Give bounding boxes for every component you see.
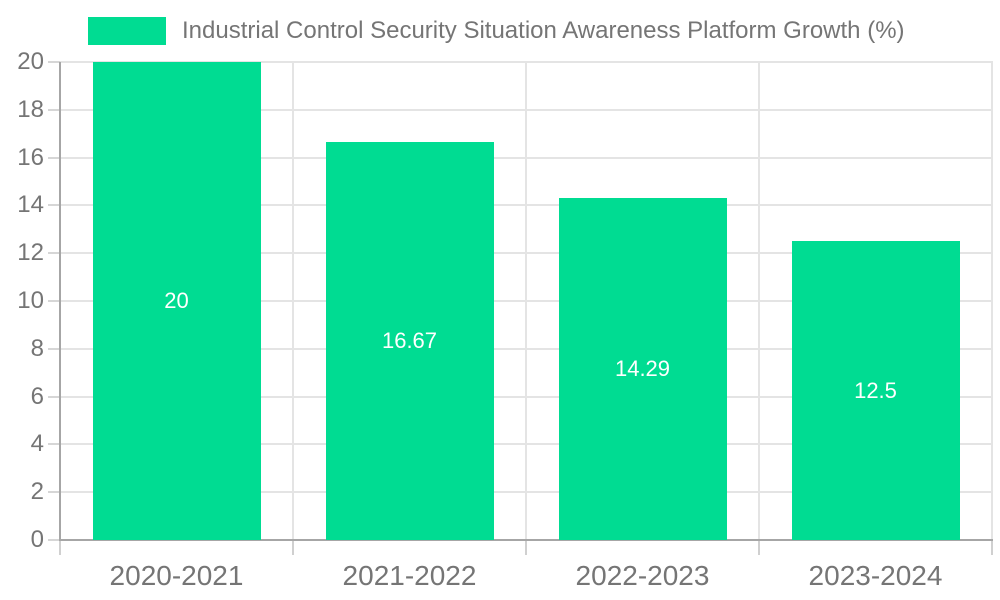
y-tick-label: 8: [30, 334, 44, 362]
y-tick-label: 12: [17, 239, 44, 267]
x-axis-tick: [991, 541, 993, 555]
y-tick-label: 2: [30, 478, 44, 506]
y-tick-label: 6: [30, 382, 44, 410]
bar-2023-2024[interactable]: [791, 241, 960, 540]
x-category-label: 2021-2022: [342, 560, 477, 591]
x-category-label: 2023-2024: [808, 560, 943, 591]
x-gridline: [525, 62, 527, 540]
legend-swatch-icon: [88, 17, 166, 45]
y-axis-tick: [48, 156, 60, 159]
y-axis-tick: [48, 108, 60, 111]
y-tick-label: 14: [17, 191, 44, 219]
legend-item[interactable]: Industrial Control Security Situation Aw…: [88, 14, 905, 48]
x-axis-line: [59, 539, 993, 541]
x-axis-tick: [292, 541, 294, 555]
x-gridline: [292, 62, 294, 540]
bar-2022-2023[interactable]: [558, 198, 727, 540]
y-tick-label: 18: [17, 95, 44, 123]
x-axis-tick: [758, 541, 760, 555]
bar-2021-2022[interactable]: [325, 141, 494, 540]
y-tick-label: 4: [30, 430, 44, 458]
y-axis-tick: [48, 443, 60, 446]
y-axis-tick: [48, 395, 60, 398]
x-axis-tick: [525, 541, 527, 555]
y-axis-tick: [48, 300, 60, 302]
y-axis-line: [59, 62, 61, 540]
y-axis-tick: [48, 347, 60, 350]
y-tick-label: 16: [17, 143, 44, 171]
x-category-label: 2022-2023: [575, 560, 710, 591]
legend-label: Industrial Control Security Situation Aw…: [182, 17, 905, 44]
x-category-label: 2020-2021: [109, 560, 244, 591]
x-gridline: [758, 62, 760, 540]
y-axis-tick: [48, 61, 60, 63]
bar-2020-2021[interactable]: [92, 62, 261, 540]
y-tick-label: 10: [17, 287, 44, 314]
y-tick-label: 20: [17, 48, 44, 75]
x-axis-tick: [59, 541, 61, 555]
y-tick-label: 0: [30, 526, 44, 553]
x-gridline: [991, 62, 993, 540]
y-axis-tick: [48, 252, 60, 255]
y-axis-tick: [48, 491, 60, 494]
y-axis-tick: [48, 204, 60, 207]
y-axis-tick: [48, 539, 60, 541]
